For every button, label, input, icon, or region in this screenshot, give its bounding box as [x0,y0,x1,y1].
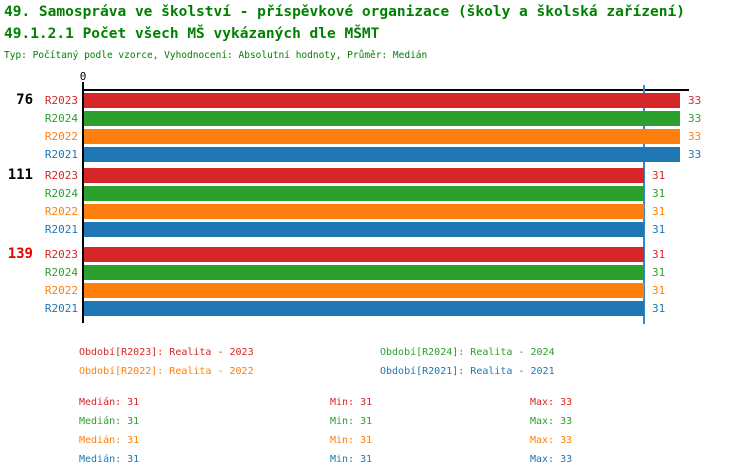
group-label: 111 [7,167,33,183]
legend-item-r2024: Období[R2024]: Realita - 2024 [380,347,555,358]
series-label-r2021: R2021 [44,223,78,236]
group-label: 139 [7,246,33,262]
bar-value-label: 31 [652,205,666,218]
bar-r2021 [84,222,644,237]
series-label-r2024: R2024 [44,266,78,279]
bar-value-label: 31 [652,248,666,261]
bar-r2023 [84,247,644,262]
page-subtitle: 49.1.2.1 Počet všech MŠ vykázaných dle M… [4,26,380,42]
stat-min-r2022: Min: 31 [330,435,373,446]
series-label-r2022: R2022 [44,130,78,143]
group-label: 76 [16,92,33,108]
bar-r2024 [84,111,680,126]
series-label-r2022: R2022 [44,205,78,218]
page-title: 49. Samospráva ve školství - příspěvkové… [4,4,685,20]
bar-value-label: 31 [652,223,666,236]
bar-r2022 [84,283,644,298]
x-axis-line [82,89,689,91]
bar-value-label: 31 [652,284,666,297]
bar-value-label: 33 [688,130,702,143]
bar-r2024 [84,265,644,280]
x-axis-zero-label: 0 [79,70,87,83]
legend-item-r2023: Období[R2023]: Realita - 2023 [79,347,254,358]
stat-min-r2024: Min: 31 [330,416,373,427]
series-label-r2024: R2024 [44,187,78,200]
bar-value-label: 33 [688,112,702,125]
bar-r2021 [84,147,680,162]
stat-max-r2024: Max: 33 [530,416,573,427]
bar-r2023 [84,168,644,183]
legend-item-r2022: Období[R2022]: Realita - 2022 [79,366,254,377]
stat-min-r2023: Min: 31 [330,397,373,408]
bar-value-label: 33 [688,94,702,107]
bar-value-label: 33 [688,148,702,161]
bar-chart: 0 76 R2023 33 R2024 33 R2022 33 R2021 33 111 R2023… [7,70,702,324]
bar-r2024 [84,186,644,201]
chart-meta: Typ: Počítaný podle vzorce, Vyhodnocení:… [4,50,428,61]
stat-max-r2023: Max: 33 [530,397,573,408]
stat-median-r2023: Medián: 31 [79,397,140,408]
bar-r2021 [84,301,644,316]
bar-r2022 [84,204,644,219]
stat-max-r2022: Max: 33 [530,435,573,446]
stat-min-r2021: Min: 31 [330,454,373,465]
bar-value-label: 31 [652,187,666,200]
bar-value-label: 31 [652,169,666,182]
bar-r2022 [84,129,680,144]
y-axis-line [82,89,84,323]
bar-value-label: 31 [652,302,666,315]
median-line [643,85,645,324]
stat-median-r2022: Medián: 31 [79,435,140,446]
series-label-r2021: R2021 [44,148,78,161]
series-label-r2024: R2024 [44,112,78,125]
bar-value-label: 31 [652,266,666,279]
series-label-r2022: R2022 [44,284,78,297]
bar-r2023 [84,93,680,108]
legend-item-r2021: Období[R2021]: Realita - 2021 [380,366,555,377]
stat-max-r2021: Max: 33 [530,454,573,465]
series-label-r2023: R2023 [44,94,78,107]
stat-median-r2024: Medián: 31 [79,416,140,427]
x-axis-tick [82,82,84,90]
stat-median-r2021: Medián: 31 [79,454,140,465]
series-label-r2021: R2021 [44,302,78,315]
series-label-r2023: R2023 [44,248,78,261]
series-label-r2023: R2023 [44,169,78,182]
